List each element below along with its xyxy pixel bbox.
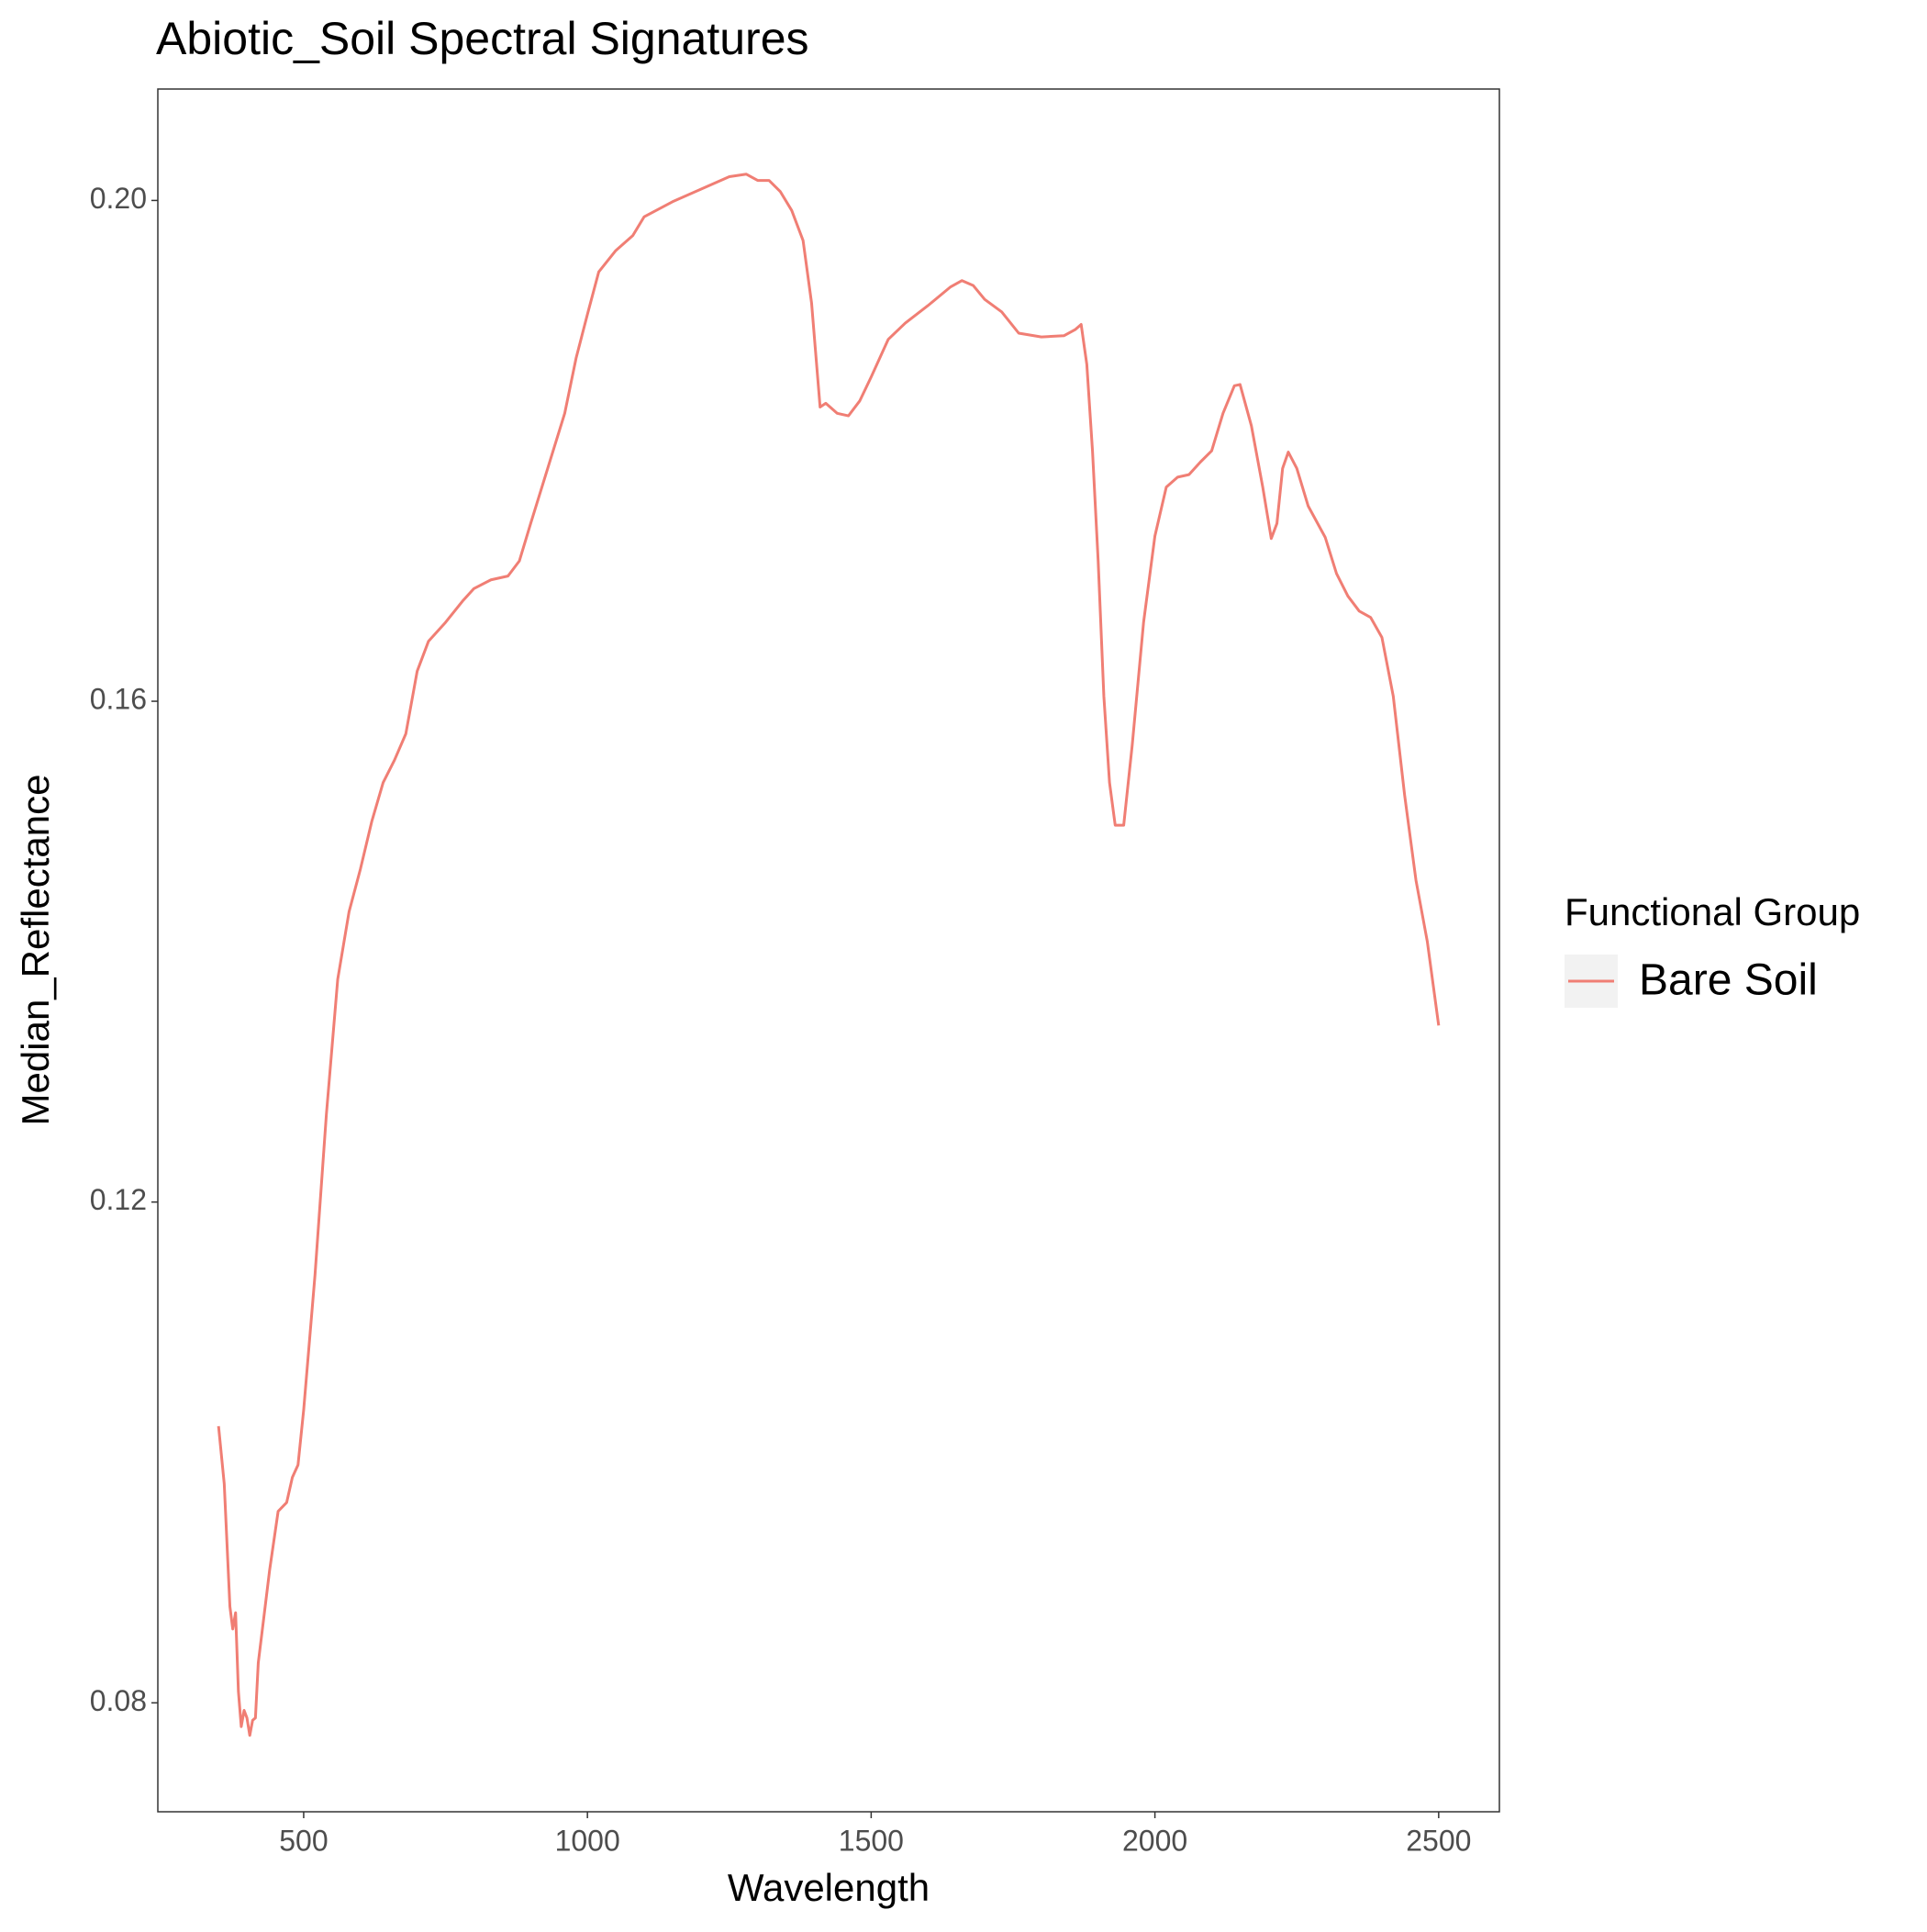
x-tick-label: 2500 [1406, 1824, 1471, 1857]
x-tick-label: 500 [279, 1824, 328, 1857]
x-tick-label: 1000 [555, 1824, 620, 1857]
legend-title: Functional Group [1565, 890, 1860, 933]
y-tick-label: 0.16 [90, 682, 147, 715]
x-axis-title: Wavelength [728, 1866, 930, 1909]
chart-title: Abiotic_Soil Spectral Signatures [156, 13, 809, 64]
y-tick-label: 0.08 [90, 1684, 147, 1717]
legend-label: Bare Soil [1639, 956, 1818, 1005]
x-tick-label: 1500 [839, 1824, 904, 1857]
y-axis-title: Median_Reflectance [14, 775, 57, 1126]
x-tick-label: 2000 [1122, 1824, 1187, 1857]
series-line [217, 173, 1441, 1737]
panel-border [157, 88, 1500, 1813]
y-tick-label: 0.12 [90, 1183, 147, 1216]
y-tick-label: 0.20 [90, 182, 147, 215]
